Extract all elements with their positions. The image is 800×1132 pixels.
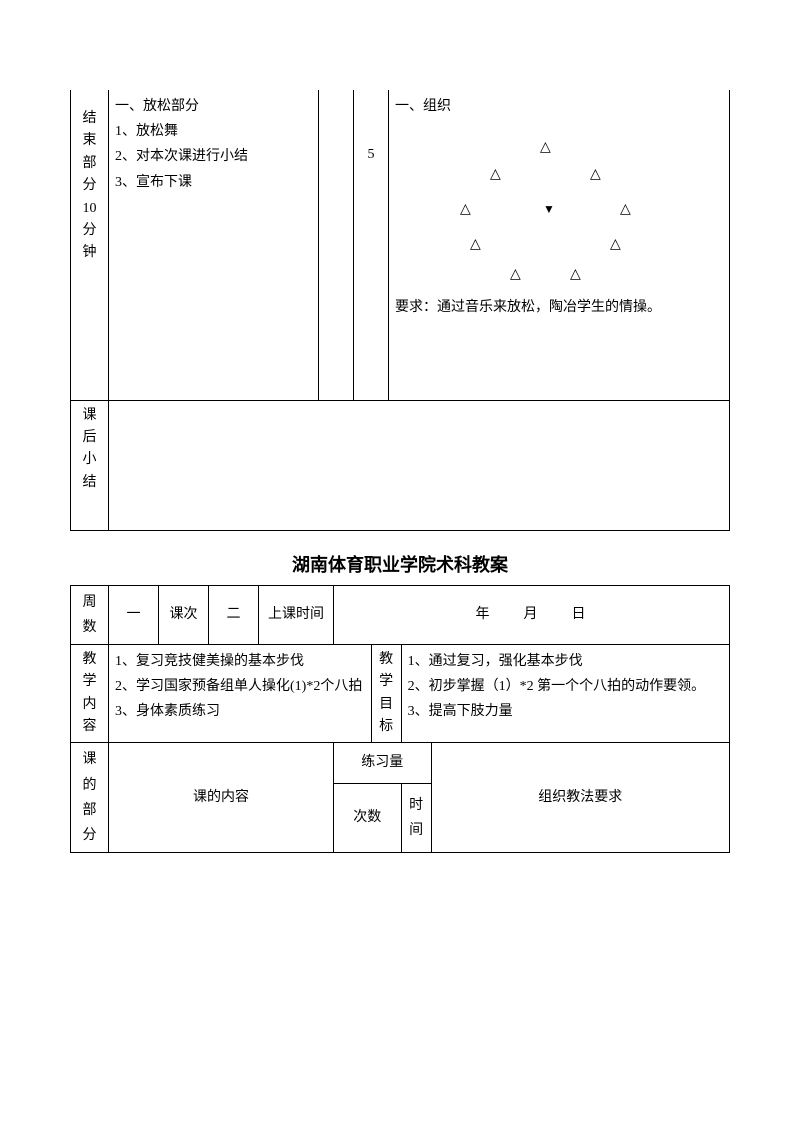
- lesson-count-value: 二: [209, 585, 259, 644]
- lesson-count-label: 课次: [159, 585, 209, 644]
- count-header: 次数: [334, 783, 402, 853]
- document-title: 湖南体育职业学院术科教案: [70, 551, 730, 577]
- week-value: 一: [109, 585, 159, 644]
- section-label-char: 10: [77, 198, 102, 220]
- section-label-cell: 结 束 部 分 10 分 钟: [71, 90, 109, 400]
- goal-line: 3、提高下肢力量: [408, 699, 723, 724]
- org-heading: 一、组织: [395, 94, 723, 119]
- class-date: 年 月 日: [334, 585, 730, 644]
- triangle-outline-icon: △: [470, 232, 481, 257]
- section-label-char: 分: [77, 175, 102, 197]
- triangle-outline-icon: △: [570, 262, 581, 287]
- teaching-content-label: 教 学 内 容: [71, 644, 109, 743]
- teaching-content-cell: 1、复习竞技健美操的基本步伐 2、学习国家预备组单人操化(1)*2个八拍 3、身…: [109, 644, 372, 743]
- triangle-outline-icon: △: [610, 232, 621, 257]
- triangle-solid-icon: ▼: [543, 199, 555, 221]
- content-cell: 一、放松部分 1、放松舞 2、对本次课进行小结 3、宣布下课: [109, 90, 319, 400]
- section-label-char: 部: [77, 153, 102, 175]
- triangle-diagram: △ △ △ △ △ △ △ △ △ ▼: [395, 127, 723, 287]
- content-item: 3、宣布下课: [115, 170, 312, 195]
- requirements-header: 组织教法要求: [431, 743, 729, 853]
- triangle-outline-icon: △: [510, 262, 521, 287]
- summary-content-cell: [109, 400, 730, 530]
- lesson-section-table: 结 束 部 分 10 分 钟 一、放松部分 1、放松舞 2、对本次课进行小结 3…: [70, 90, 730, 531]
- requirement-text: 要求：通过音乐来放松，陶冶学生的情操。: [395, 295, 723, 320]
- week-label: 周数: [71, 585, 109, 644]
- content-line: 1、复习竞技健美操的基本步伐: [115, 649, 365, 674]
- organization-cell: 一、组织 △ △ △ △ △ △ △ △ △ ▼ 要求：通过音乐来放松，陶冶学生的情操。: [389, 90, 730, 400]
- triangle-outline-icon: △: [540, 135, 551, 160]
- content-line: 3、身体素质练习: [115, 699, 365, 724]
- count-cell: 5: [354, 90, 389, 400]
- section-label-char: 结: [77, 108, 102, 130]
- summary-label-char: 后: [77, 427, 102, 449]
- blank-cell: [319, 90, 354, 400]
- goal-line: 1、通过复习，强化基本步伐: [408, 649, 723, 674]
- content-item: 2、对本次课进行小结: [115, 144, 312, 169]
- lesson-plan-table: 周数 一 课次 二 上课时间 年 月 日 教 学 内 容 1、复习竞技健美操的基…: [70, 585, 730, 854]
- class-time-label: 上课时间: [259, 585, 334, 644]
- teaching-goal-cell: 1、通过复习，强化基本步伐 2、初步掌握（1）*2 第一个个八拍的动作要领。 3…: [401, 644, 729, 743]
- triangle-outline-icon: △: [590, 162, 601, 187]
- teaching-goal-label: 教 学 目 标: [371, 644, 401, 743]
- section-label-char: 束: [77, 130, 102, 152]
- content-line: 2、学习国家预备组单人操化(1)*2个八拍: [115, 674, 365, 699]
- count-value: 5: [360, 142, 382, 167]
- summary-label-char: 小: [77, 449, 102, 471]
- content-header: 课的内容: [109, 743, 334, 853]
- summary-label-char: 结: [77, 472, 102, 494]
- time-header: 时间: [401, 783, 431, 853]
- practice-amount-label: 练习量: [334, 743, 432, 783]
- section-label-char: 钟: [77, 242, 102, 264]
- goal-line: 2、初步掌握（1）*2 第一个个八拍的动作要领。: [408, 674, 723, 699]
- content-item: 1、放松舞: [115, 119, 312, 144]
- part-label: 课的部分: [71, 743, 109, 853]
- summary-label-char: 课: [77, 405, 102, 427]
- section-label-char: 分: [77, 220, 102, 242]
- triangle-outline-icon: △: [490, 162, 501, 187]
- triangle-outline-icon: △: [460, 197, 471, 222]
- content-heading: 一、放松部分: [115, 94, 312, 119]
- summary-label-cell: 课 后 小 结: [71, 400, 109, 530]
- triangle-outline-icon: △: [620, 197, 631, 222]
